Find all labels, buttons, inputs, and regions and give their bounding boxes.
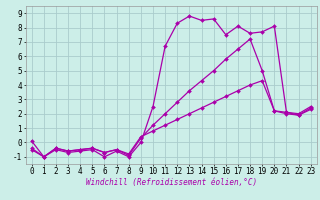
X-axis label: Windchill (Refroidissement éolien,°C): Windchill (Refroidissement éolien,°C) — [86, 178, 257, 187]
